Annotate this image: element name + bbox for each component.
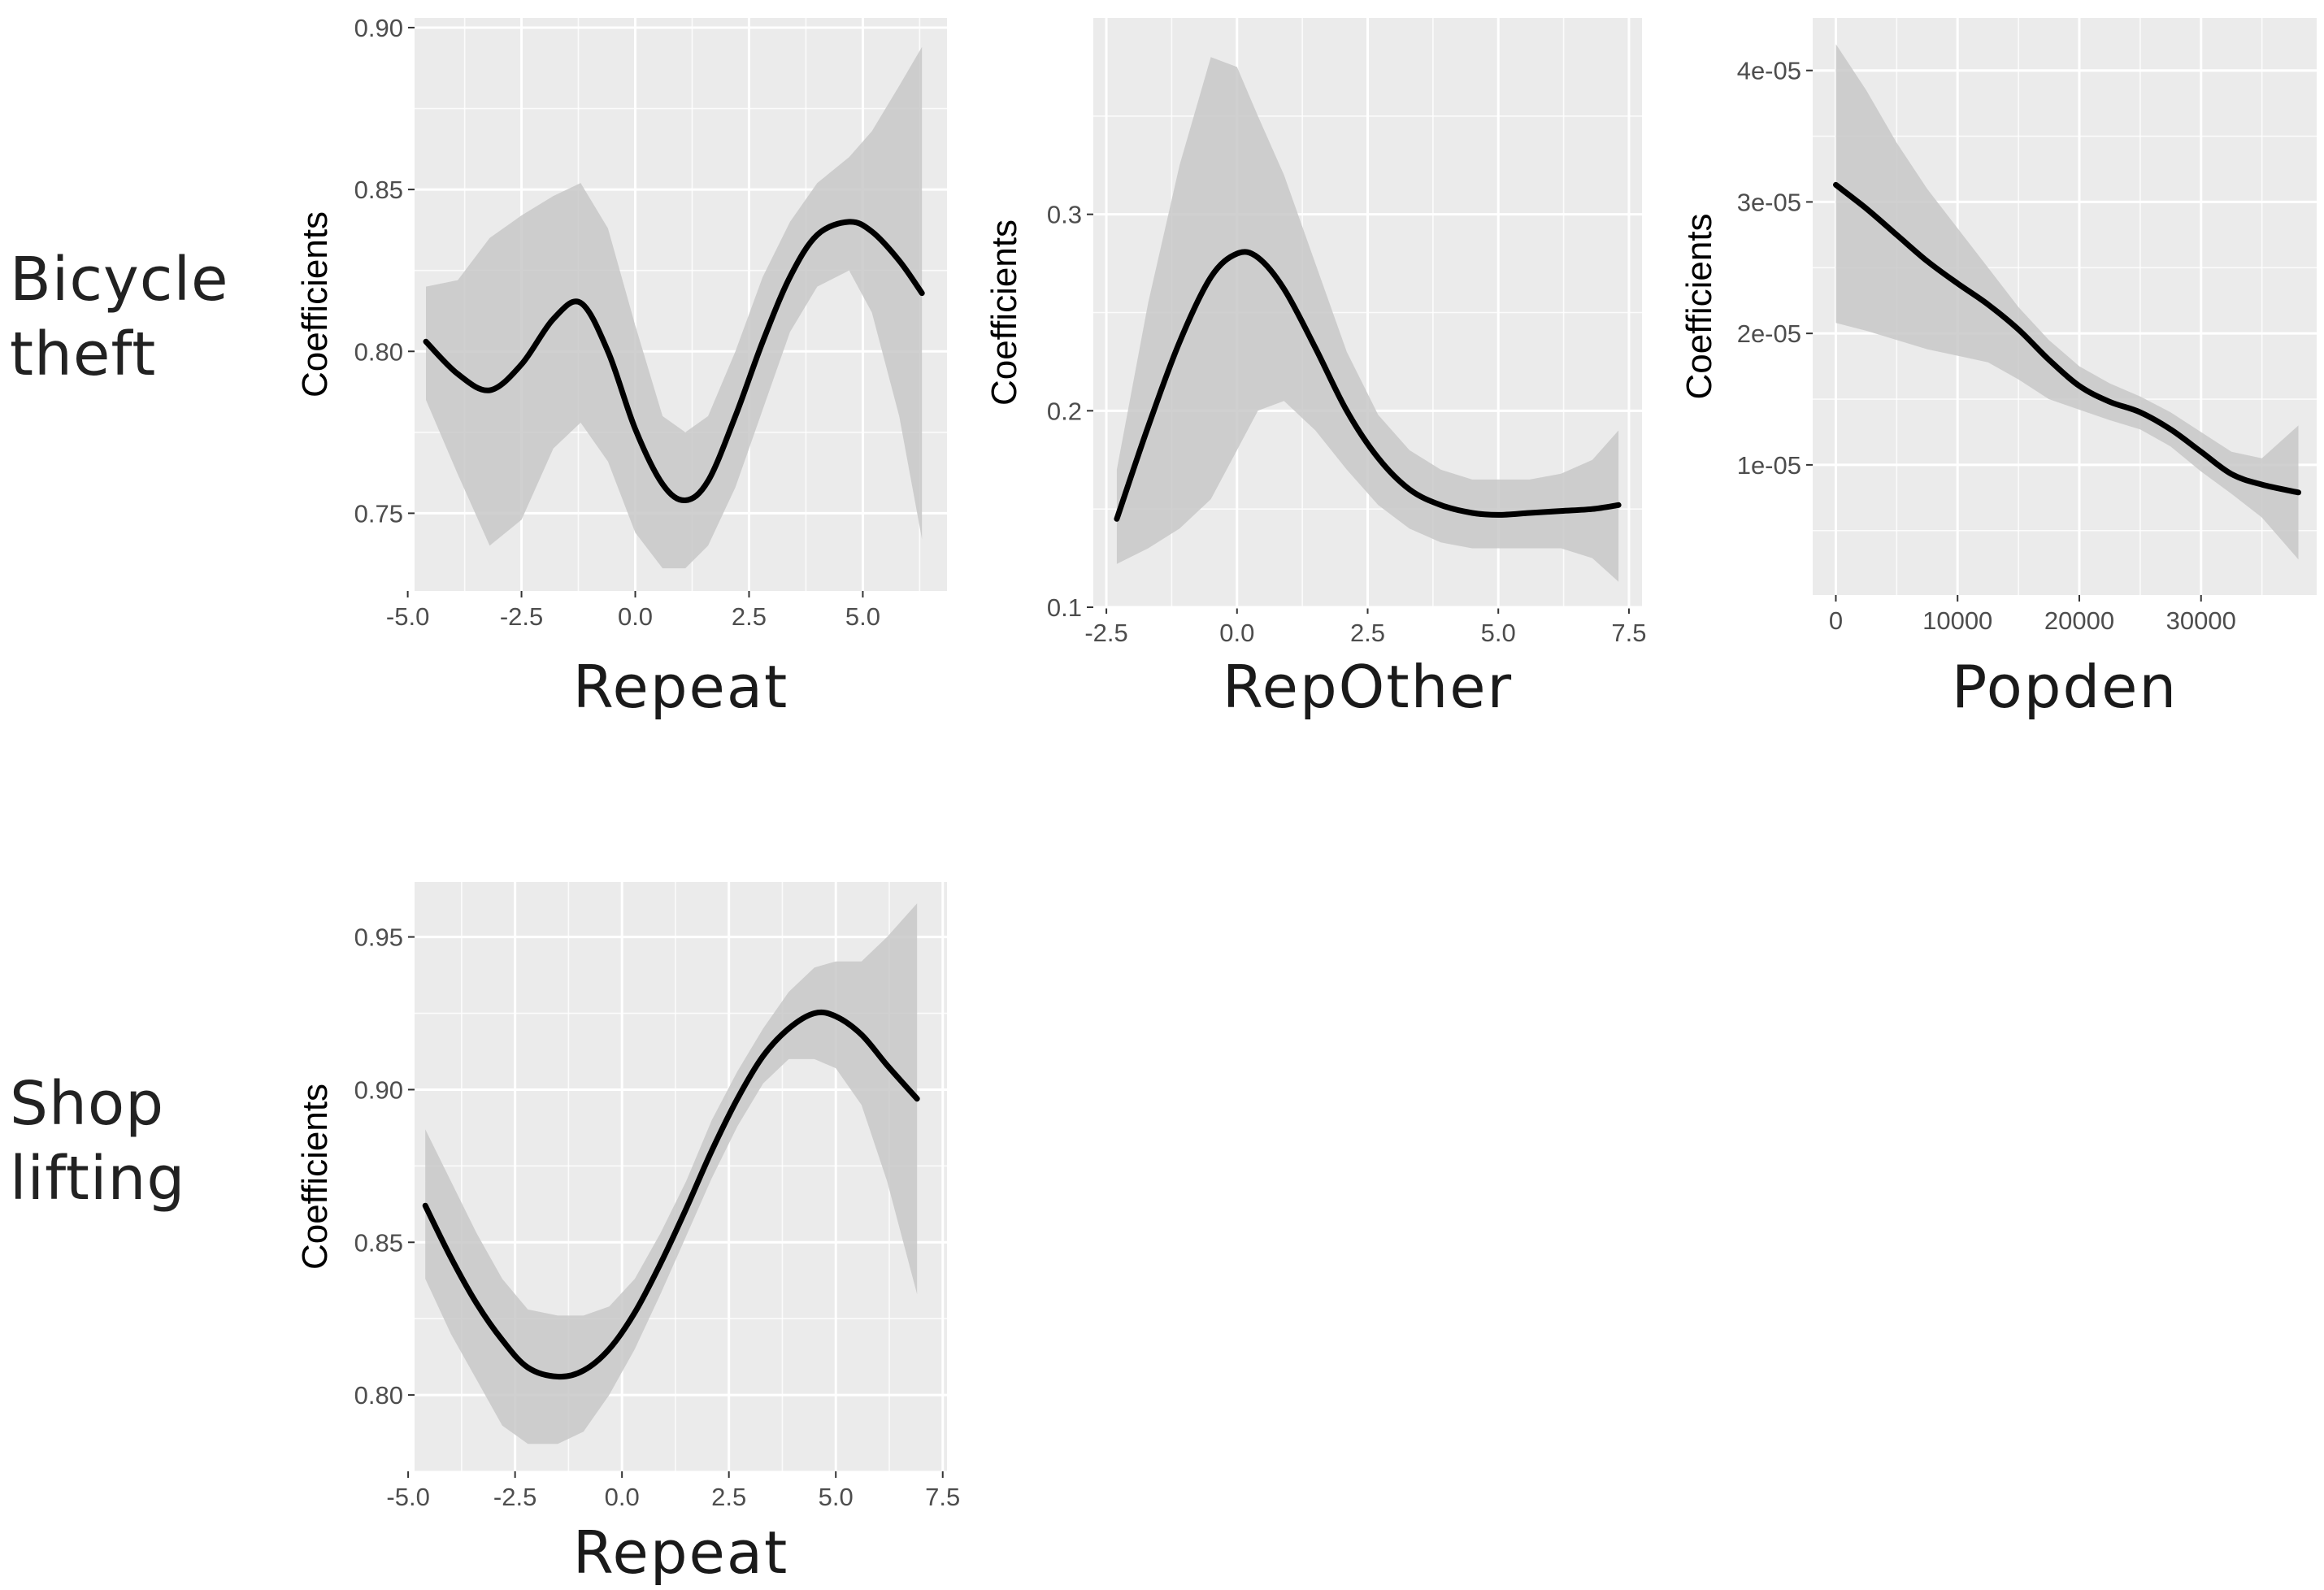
- x-tick-label: 7.5: [925, 1483, 960, 1511]
- x-tick-label: -2.5: [493, 1483, 536, 1511]
- y-tick-label: 0.1: [1047, 593, 1082, 622]
- x-tick-label: 10000: [1922, 606, 1992, 635]
- x-tick-label: 0: [1829, 606, 1843, 635]
- y-tick-label: 1e-05: [1737, 451, 1801, 480]
- y-tick-label: 0.95: [354, 923, 403, 952]
- x-tick-label: 0.0: [605, 1483, 640, 1511]
- x-tick-label: 0.0: [618, 602, 653, 631]
- x-tick-label: 20000: [2044, 606, 2114, 635]
- x-axis-title: Popden: [1952, 653, 2178, 721]
- x-tick-label: -2.5: [500, 602, 543, 631]
- y-tick-label: 3e-05: [1737, 188, 1801, 216]
- x-tick-label: 5.0: [1481, 619, 1516, 647]
- row-label-line: lifting: [10, 1144, 186, 1214]
- x-tick-label: -2.5: [1084, 619, 1127, 647]
- y-axis-title: Coefficients: [984, 219, 1024, 406]
- x-tick-label: -5.0: [386, 1483, 429, 1511]
- y-tick-label: 0.90: [354, 1075, 403, 1104]
- row-label-line: Shop: [10, 1069, 165, 1139]
- fitted-line: [1114, 249, 1622, 522]
- x-tick-label: -5.0: [386, 602, 429, 631]
- y-tick-label: 0.2: [1047, 397, 1082, 425]
- y-tick-label: 0.90: [354, 14, 403, 42]
- y-tick-label: 0.80: [354, 337, 403, 366]
- x-tick-label: 30000: [2166, 606, 2236, 635]
- row-label-line: theft: [10, 319, 157, 389]
- x-axis-title: RepOther: [1223, 653, 1513, 721]
- x-tick-label: 2.5: [732, 602, 767, 631]
- fitted-line: [423, 219, 925, 504]
- x-tick-label: 7.5: [1611, 619, 1646, 647]
- fitted-line: [422, 1009, 920, 1380]
- x-tick-label: 5.0: [819, 1483, 854, 1511]
- x-axis-title: Repeat: [573, 653, 788, 721]
- confidence-band: [1116, 57, 1619, 582]
- row-label-line: Bicycle: [10, 245, 229, 315]
- y-tick-label: 0.85: [354, 1228, 403, 1257]
- fitted-line: [1833, 181, 2301, 496]
- x-tick-label: 2.5: [1350, 619, 1385, 647]
- confidence-band: [426, 46, 923, 569]
- x-axis-title: Repeat: [573, 1518, 788, 1587]
- row-label-shop-lifting: Shop lifting: [10, 1067, 185, 1216]
- row-label-bicycle-theft: Bicycle theft: [10, 242, 229, 392]
- x-tick-label: 2.5: [711, 1483, 746, 1511]
- y-tick-label: 4e-05: [1737, 57, 1801, 85]
- y-axis-title: Coefficients: [1679, 213, 1719, 399]
- y-tick-label: 0.3: [1047, 201, 1082, 229]
- y-tick-label: 2e-05: [1737, 319, 1801, 348]
- y-tick-label: 0.80: [354, 1381, 403, 1410]
- confidence-band: [1835, 44, 2299, 560]
- y-axis-title: Coefficients: [295, 1084, 335, 1270]
- x-tick-label: 5.0: [845, 602, 880, 631]
- confidence-band: [425, 903, 918, 1444]
- y-axis-title: Coefficients: [295, 211, 335, 398]
- y-tick-label: 0.75: [354, 499, 403, 528]
- x-tick-label: 0.0: [1219, 619, 1254, 647]
- y-tick-label: 0.85: [354, 176, 403, 204]
